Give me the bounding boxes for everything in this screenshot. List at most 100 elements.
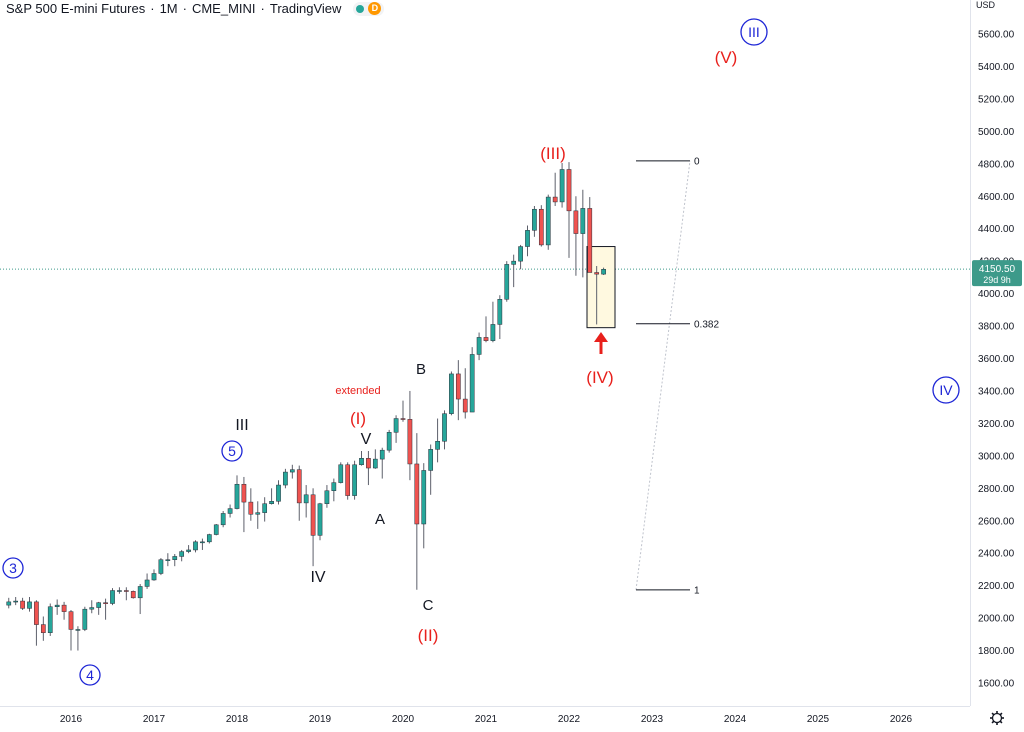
candle-body <box>165 559 171 561</box>
wave-label-IV: IV <box>310 569 325 586</box>
time-tick-label: 2024 <box>724 714 747 725</box>
candle-body <box>47 606 53 633</box>
candle-body <box>193 541 198 551</box>
candle-body <box>82 608 88 630</box>
wave-label-III-red: (III) <box>540 144 566 163</box>
candle-body <box>414 463 420 525</box>
candle-body <box>296 469 302 504</box>
candle-body <box>61 604 67 612</box>
candle-body <box>532 208 537 231</box>
candle-body <box>40 624 46 633</box>
candle-body <box>89 607 95 610</box>
candle-body <box>317 503 323 536</box>
wave-label-circle-3: 3 <box>9 560 17 576</box>
candle-body <box>407 419 413 465</box>
price-tick-label: 1600.00 <box>978 679 1015 690</box>
candle-body <box>103 602 108 604</box>
wave-label-II-red: (II) <box>418 626 439 645</box>
candle-body <box>497 299 503 325</box>
price-tick-label: 1800.00 <box>978 646 1015 657</box>
candle-body <box>421 470 427 525</box>
candle-body <box>54 604 60 607</box>
time-tick-label: 2016 <box>60 714 83 725</box>
candle-body <box>518 246 523 262</box>
wave-label-I-red: (I) <box>350 409 366 428</box>
price-scale-bg <box>970 0 1024 727</box>
candle-body <box>324 490 330 504</box>
candle-body <box>379 449 385 460</box>
wave-label-circle-IV: IV <box>939 382 953 398</box>
price-tick-label: 5000.00 <box>978 127 1015 138</box>
time-tick-label: 2021 <box>475 714 498 725</box>
candle-body <box>75 629 81 631</box>
candle-body <box>559 169 565 203</box>
interval-label[interactable]: 1M <box>159 1 178 16</box>
candle-body <box>331 482 337 491</box>
up-arrow-icon-head <box>594 332 608 342</box>
candle-body <box>283 471 288 486</box>
bar-countdown: 29d 9h <box>983 275 1011 285</box>
candle-body <box>545 196 551 246</box>
candle-body <box>400 418 406 420</box>
candle-body <box>110 590 115 604</box>
fib-level-label: 1 <box>694 585 700 596</box>
candle-body <box>483 337 489 341</box>
candle-body <box>552 196 558 203</box>
candle-body <box>179 551 185 557</box>
header-separator: · <box>260 1 265 16</box>
fib-level-label: 0 <box>694 156 700 167</box>
candle-body <box>123 590 129 592</box>
candle-body <box>490 324 496 341</box>
price-tick-label: 5400.00 <box>978 62 1015 73</box>
price-tick-label: 2800.00 <box>978 484 1015 495</box>
candle-body <box>580 208 586 234</box>
candle-body <box>220 513 226 526</box>
candle-body <box>372 458 378 469</box>
fib-level-label: 0.382 <box>694 319 719 330</box>
symbol-name[interactable]: S&P 500 E-mini Futures <box>6 1 146 16</box>
candle-body <box>386 432 392 451</box>
candle-body <box>255 512 261 515</box>
wave-label-A: A <box>375 511 385 528</box>
candle-body <box>449 373 454 414</box>
price-tick-label: 4000.00 <box>978 289 1015 300</box>
market-status-pill[interactable]: D <box>353 1 385 16</box>
candle-body <box>241 483 247 503</box>
candle-body <box>566 169 572 212</box>
candle-body <box>248 501 254 515</box>
candle-body <box>393 418 399 433</box>
candle-body <box>227 508 233 514</box>
price-tick-label: 5600.00 <box>978 30 1015 41</box>
candle-body <box>262 503 268 513</box>
last-price-value: 4150.50 <box>979 264 1016 275</box>
wave-label-circle-5-circle <box>221 440 243 462</box>
market-open-icon <box>356 4 365 13</box>
candle-body <box>172 556 178 560</box>
candle-body <box>303 494 309 504</box>
candle-body <box>213 524 219 535</box>
candle-body <box>504 264 510 300</box>
wave-label-V: V <box>361 431 372 448</box>
candle-body <box>27 601 32 609</box>
price-tick-label: 2400.00 <box>978 549 1015 560</box>
exchange-label: CME_MINI <box>191 1 256 16</box>
gear-icon[interactable] <box>990 711 1004 725</box>
candle-body <box>34 601 39 625</box>
chart-header: S&P 500 E-mini Futures · 1M · CME_MINI ·… <box>6 1 385 16</box>
price-tick-label: 2600.00 <box>978 516 1015 527</box>
currency-label: USD <box>976 0 996 10</box>
fib-trend-line <box>635 160 691 590</box>
wave-label-V-red: (V) <box>715 48 738 67</box>
wave-label-IV-red: (IV) <box>586 368 613 387</box>
time-tick-label: 2023 <box>641 714 664 725</box>
candle-body <box>352 464 357 496</box>
candle-body <box>276 484 281 502</box>
candle-body <box>442 413 447 442</box>
candle-body <box>310 494 316 536</box>
candle-body <box>511 260 517 265</box>
candle-body <box>151 573 157 581</box>
candle-body <box>573 210 579 234</box>
candle-body <box>200 541 205 544</box>
